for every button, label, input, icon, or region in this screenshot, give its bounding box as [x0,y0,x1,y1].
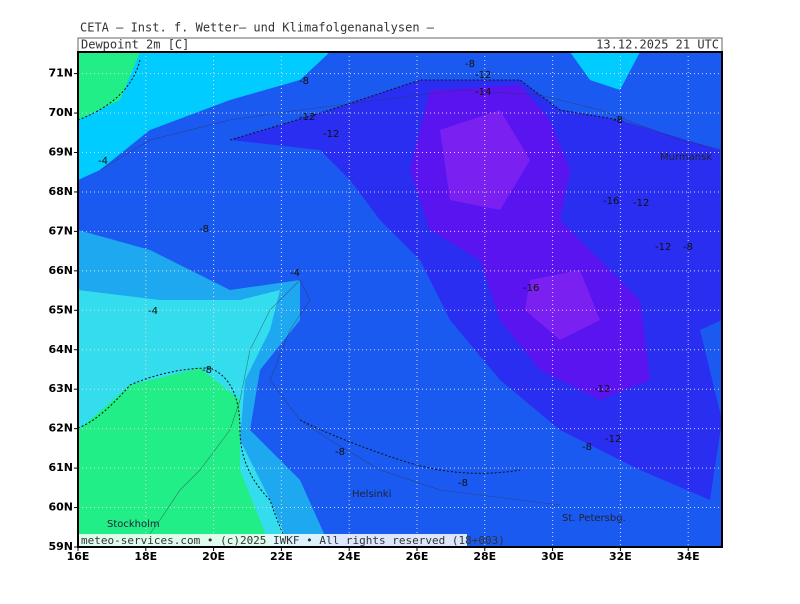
header-title: CETA — Inst. f. Wetter— und Klimafolgena… [80,21,435,35]
contour-label: -12 [475,70,491,81]
contour [78,59,141,121]
contour-label: -12 [655,242,671,253]
contour [229,79,621,141]
contour-label: -4 [148,306,158,317]
field-cyan [78,52,330,180]
contour-label: -12 [594,384,610,395]
lon-label: 18E [134,550,157,563]
lon-label: 24E [338,550,361,563]
lon-label: 26E [406,550,429,563]
contour-label: -12 [323,129,339,140]
city-label: Helsinki [352,489,391,500]
city-labels: Murmansk Helsinki St. Petersbg. Stockhol… [107,152,712,530]
footer: meteo-services.com • (c)2025 IWKF • All … [81,534,505,547]
lat-label: 62N [48,422,73,435]
contour-labels: -8 -8 -12 -14 -12 -12 -8 -4 -16 -12 -8 -… [98,59,693,489]
map-frame [77,51,723,548]
contour-label: -16 [603,196,619,207]
contour [78,367,291,547]
datetime-label: 13.12.2025 21 UTC [596,38,719,52]
contour-label: -12 [605,434,621,445]
lon-label: 30E [541,550,564,563]
lon-label: 20E [202,550,225,563]
contour-label: -8 [613,115,623,126]
contour-label: -8 [335,447,345,458]
contour-label: -8 [199,224,209,235]
lon-label: 16E [67,550,90,563]
lat-label: 68N [48,185,73,198]
city-label: St. Petersbg. [562,513,626,524]
lat-label: 64N [48,343,73,356]
lat-label: 69N [48,146,73,159]
contour-label: -8 [458,478,468,489]
lat-label: 63N [48,382,73,395]
axes: 16E 18E 20E 22E 24E 26E 28E 30E 32E 34E 59N 60N 61N 6… [48,67,699,563]
field-green [78,368,270,547]
contour-label: -12 [299,112,315,123]
lon-label: 28E [473,550,496,563]
contour-label: -4 [98,156,108,167]
coastline [139,279,561,547]
lon-label: 34E [677,550,700,563]
contour-label: -8 [465,59,475,70]
field-purple [440,110,600,340]
lon-label: 32E [609,550,632,563]
lat-label: 70N [48,106,73,119]
field-cyan-ne [570,52,640,90]
lat-label: 71N [48,67,73,80]
contour-label: -8 [299,76,309,87]
contour-label: -4 [290,268,300,279]
lat-label: 60N [48,501,73,514]
coastline [99,89,722,171]
lat-label: 61N [48,461,73,474]
field-green-north [78,52,140,120]
field [78,52,722,547]
contour-label: -8 [582,442,592,453]
lon-label: 22E [270,550,293,563]
city-label: Murmansk [660,152,712,163]
lat-label: 65N [48,303,73,316]
contour-label: -16 [523,283,539,294]
variable-label: Dewpoint_2m [C] [81,38,189,52]
contour-label: -12 [633,198,649,209]
lat-label: 59N [48,540,73,553]
lat-label: 66N [48,264,73,277]
contour-label: -8 [683,242,693,253]
graticule [78,52,722,547]
contour-label: -8 [202,365,212,376]
lat-label: 67N [48,224,73,237]
city-label: Stockholm [107,519,160,530]
footer-box [79,534,467,547]
contour-label: -14 [475,87,491,98]
